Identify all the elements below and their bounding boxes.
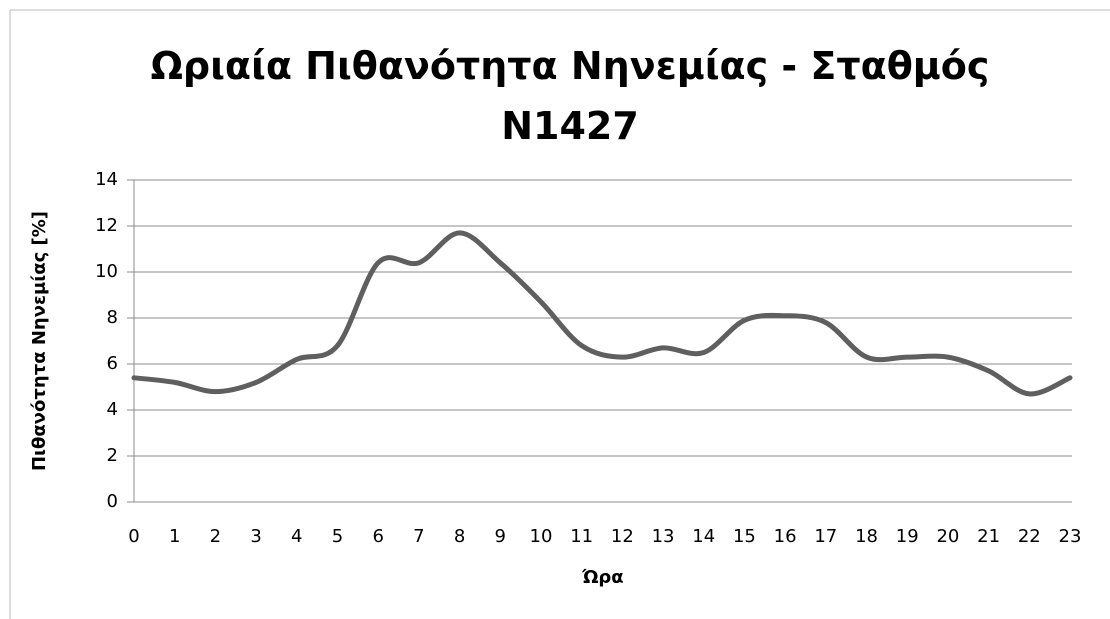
y-tick-label: 4 — [107, 399, 118, 420]
x-tick-label: 4 — [291, 526, 302, 547]
x-tick-label: 11 — [570, 526, 593, 547]
x-tick-label: 12 — [611, 526, 634, 547]
x-tick-label: 15 — [733, 526, 756, 547]
x-tick-label: 2 — [210, 526, 221, 547]
x-tick-label: 19 — [896, 526, 919, 547]
y-tick-label: 12 — [95, 215, 118, 236]
y-tick-label: 6 — [107, 353, 118, 374]
x-tick-label: 21 — [977, 526, 1000, 547]
x-tick-label: 16 — [774, 526, 797, 547]
x-tick-label: 17 — [814, 526, 837, 547]
chart-title: Ωριαία Πιθανότητα Νηνεμίας - Σταθμός N14… — [150, 44, 990, 148]
y-tick-label: 2 — [107, 445, 118, 466]
y-tick-label: 0 — [107, 491, 118, 512]
x-tick-label: 8 — [454, 526, 465, 547]
x-tick-label: 23 — [1059, 526, 1082, 547]
y-tick-label: 10 — [95, 261, 118, 282]
y-axis-label: Πιθανότητα Νηνεμίας [%] — [29, 211, 50, 471]
x-tick-label: 22 — [1018, 526, 1041, 547]
x-tick-label: 10 — [530, 526, 553, 547]
x-tick-label: 20 — [936, 526, 959, 547]
y-tick-label: 14 — [95, 169, 118, 190]
x-tick-label: 6 — [372, 526, 383, 547]
x-tick-label: 18 — [855, 526, 878, 547]
x-tick-label: 0 — [128, 526, 139, 547]
x-axis-label: Ώρα — [581, 567, 623, 588]
x-tick-label: 5 — [332, 526, 343, 547]
x-tick-label: 14 — [692, 526, 715, 547]
x-tick-label: 7 — [413, 526, 424, 547]
x-tick-label: 3 — [250, 526, 261, 547]
x-tick-label: 13 — [652, 526, 675, 547]
x-tick-label: 1 — [169, 526, 180, 547]
y-tick-label: 8 — [107, 307, 118, 328]
x-tick-label: 9 — [495, 526, 506, 547]
series-line — [131, 230, 1073, 397]
